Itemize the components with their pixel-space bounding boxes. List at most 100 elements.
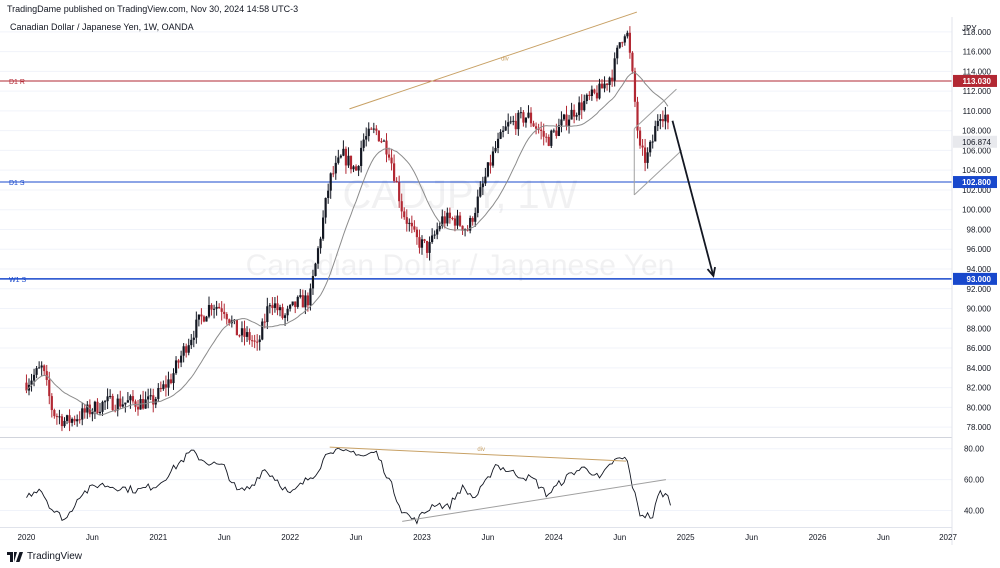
price-tick: 80.000 <box>967 403 992 412</box>
price-tick: 108.000 <box>962 127 991 136</box>
level-price-label: 113.030 <box>963 77 992 86</box>
candle-body <box>205 316 208 322</box>
candle-body <box>32 374 36 381</box>
candle-body <box>420 239 424 248</box>
candle-body <box>65 415 69 421</box>
time-tick: 2026 <box>809 533 827 542</box>
tradingview-logo[interactable]: TradingView <box>7 551 82 562</box>
candle-body <box>608 77 611 86</box>
candle-body <box>664 114 667 122</box>
candle-body <box>261 321 264 340</box>
watermark-symbol: CADJPY, 1W <box>343 173 578 217</box>
candle-body <box>43 365 46 372</box>
candle-body <box>641 145 644 148</box>
time-tick: 2021 <box>149 533 167 542</box>
time-tick: 2027 <box>939 533 957 542</box>
candle-body <box>238 335 241 337</box>
candle-body <box>390 157 393 164</box>
candle-body <box>38 367 41 369</box>
candle-body <box>560 119 563 126</box>
candle-body <box>491 151 495 166</box>
candle-body <box>281 307 284 318</box>
candle-body <box>578 102 581 116</box>
candle-body <box>220 308 223 312</box>
last-price-tag <box>953 135 997 148</box>
candle-body <box>306 295 309 306</box>
price-tick: 114.000 <box>963 67 992 76</box>
candle-body <box>245 332 249 337</box>
candle-body <box>106 396 109 402</box>
price-tick: 86.000 <box>967 344 992 353</box>
candle-body <box>377 130 380 142</box>
candle-body <box>605 83 609 86</box>
candle-body <box>598 83 601 99</box>
candle-body <box>540 129 543 131</box>
candle-body <box>296 296 299 307</box>
candle-body <box>585 94 588 102</box>
candle-body <box>486 162 490 177</box>
candle-body <box>545 136 548 138</box>
candle-body <box>344 148 348 166</box>
level-price-tag <box>953 74 997 87</box>
candle-body <box>319 238 322 249</box>
candle-body <box>590 89 593 96</box>
candle-body <box>266 306 269 323</box>
candle-body <box>124 402 127 405</box>
candle-body <box>228 319 231 324</box>
candle-body <box>301 295 304 308</box>
moving-average-line <box>26 72 669 416</box>
candle-body <box>481 183 484 188</box>
candle-body <box>646 152 649 163</box>
candle-body <box>25 382 28 391</box>
moving-average <box>26 72 669 416</box>
candle-body <box>522 112 525 123</box>
candle-body <box>349 155 353 170</box>
level-name: D1 R <box>9 79 25 86</box>
candle-body <box>494 147 497 152</box>
candle-body <box>441 216 444 226</box>
publish-info: TradingDame published on TradingView.com… <box>7 4 299 14</box>
level-price-tag <box>953 272 997 285</box>
candle-body <box>469 218 472 231</box>
candle-body <box>489 162 492 166</box>
time-axis[interactable]: 2020 Jun 2021 Jun 2022 Jun 2023 Jun 2024 Jun 2025 J… <box>0 527 957 543</box>
candle-body <box>398 182 401 202</box>
candle-body <box>103 401 107 403</box>
candle-body <box>636 101 639 131</box>
candle-body <box>387 154 391 158</box>
candle-body <box>243 328 246 337</box>
candle-body <box>271 305 274 308</box>
candle-body <box>294 301 297 307</box>
tradingview-label: TradingView <box>27 551 83 562</box>
candle-body <box>185 346 188 353</box>
candle-body <box>499 131 502 139</box>
candle-body <box>109 395 112 397</box>
candle-body <box>83 408 86 413</box>
candle-body <box>68 415 71 423</box>
candle-body <box>423 239 426 241</box>
candle-body <box>60 416 64 427</box>
price-tick: 98.000 <box>967 225 992 234</box>
candle-body <box>507 122 510 127</box>
candle-body <box>611 77 614 81</box>
candle-body <box>339 155 342 158</box>
candle-body <box>258 339 261 342</box>
candle-body <box>527 112 530 118</box>
candle-body <box>276 303 279 311</box>
candle-body <box>329 173 332 191</box>
candle-body <box>575 115 578 117</box>
candle-body <box>519 112 522 114</box>
candle-body <box>119 398 122 407</box>
candle-body <box>370 128 373 130</box>
candle-body <box>116 398 119 411</box>
candle-body <box>433 234 436 236</box>
candle-body <box>223 311 226 315</box>
candle-body <box>311 276 315 289</box>
candle-body <box>651 141 654 143</box>
candle-body <box>631 52 634 72</box>
candle-body <box>30 380 33 385</box>
candle-body <box>40 365 43 368</box>
candle-body <box>425 240 429 253</box>
candle-body <box>337 157 340 163</box>
